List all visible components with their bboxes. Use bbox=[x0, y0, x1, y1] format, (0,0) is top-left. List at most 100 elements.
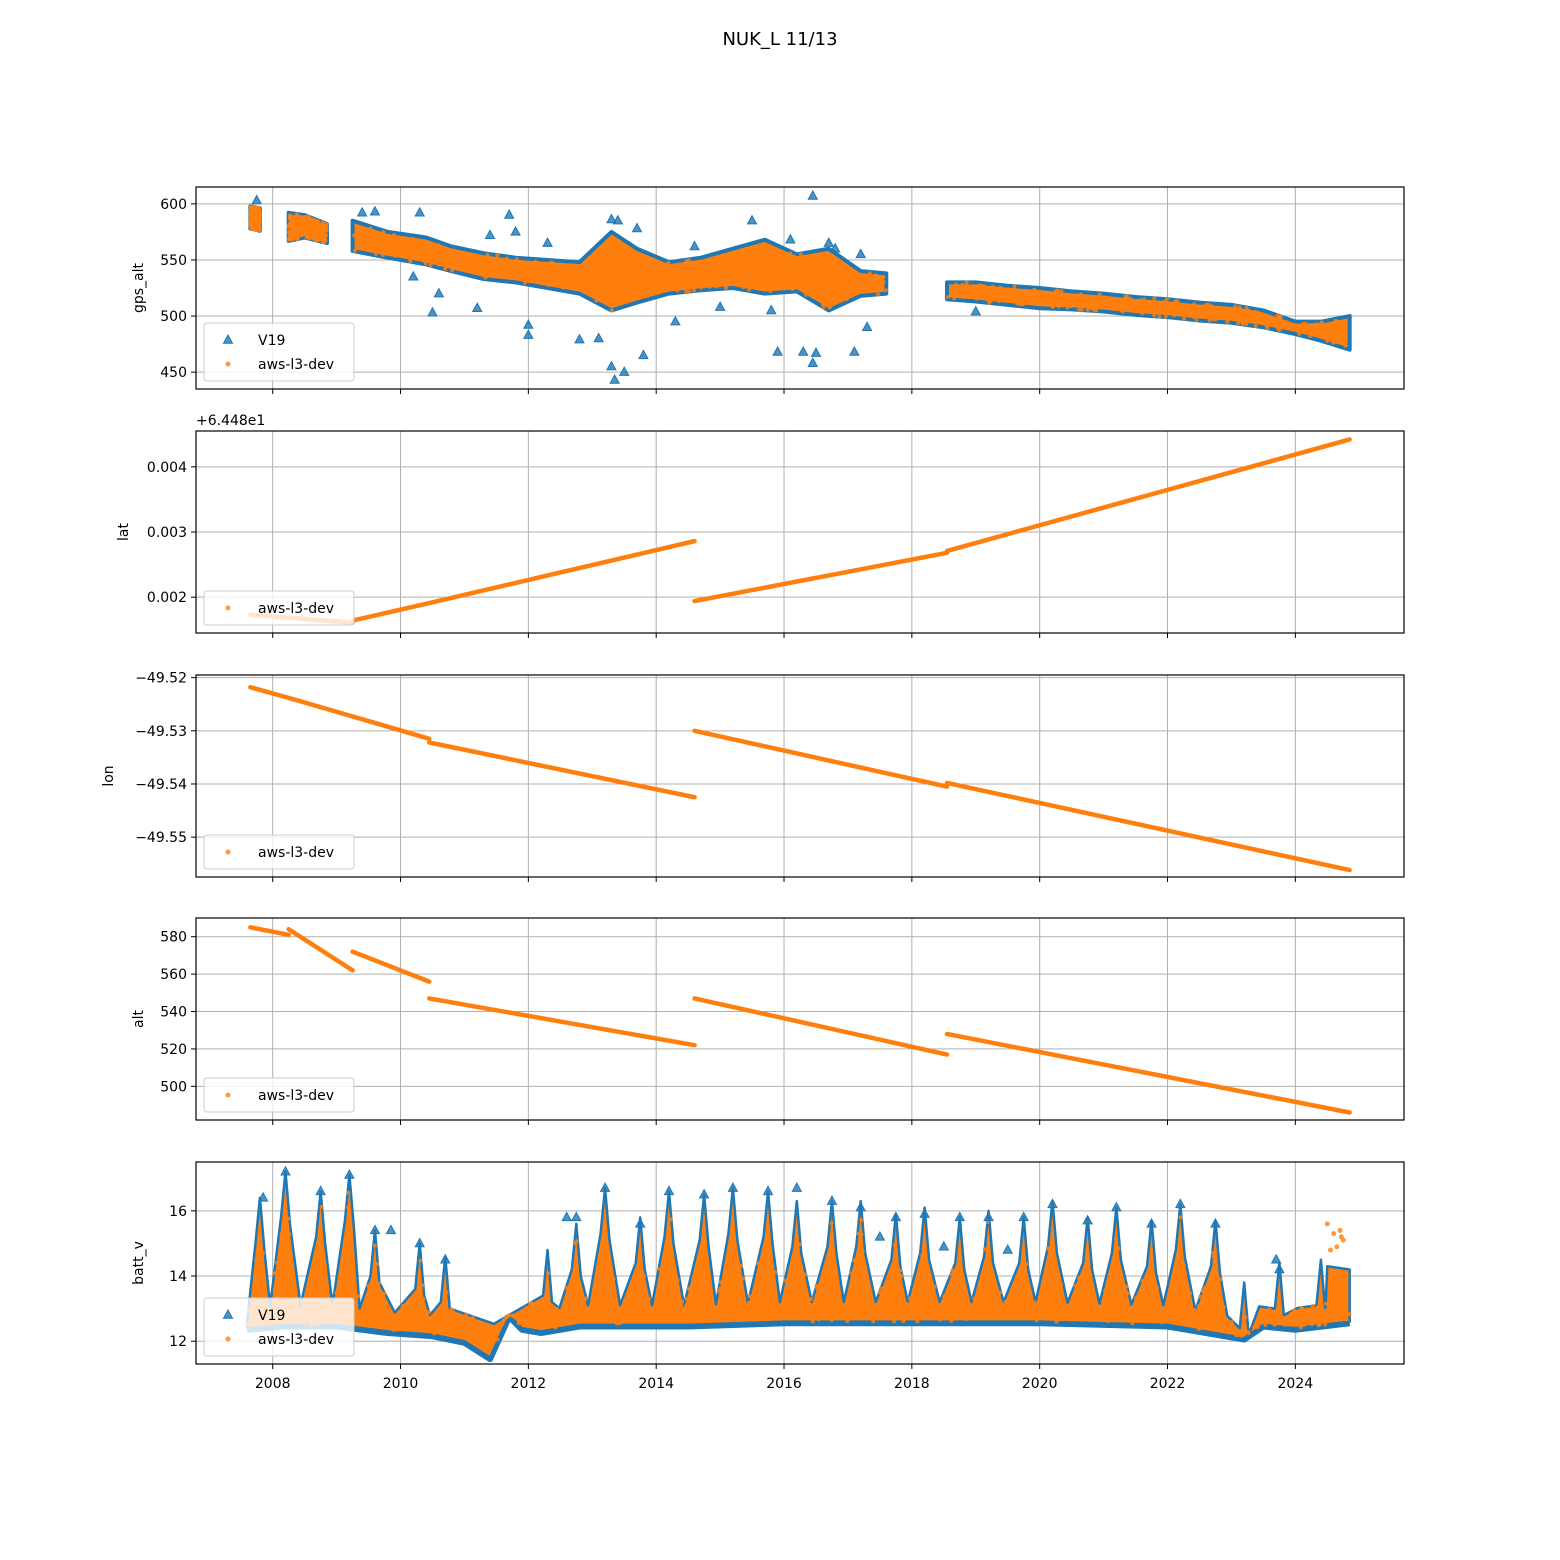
aws-l3-dev-point bbox=[1169, 1298, 1174, 1303]
plot-marks bbox=[248, 189, 1352, 384]
aws-l3-dev-point bbox=[777, 272, 782, 277]
aws-l3-dev-point bbox=[792, 254, 797, 259]
aws-l3-dev-point bbox=[516, 1321, 521, 1326]
aws-l3-dev-point bbox=[638, 295, 643, 300]
aws-l3-dev-point bbox=[1307, 1313, 1312, 1318]
aws-l3-dev-point bbox=[1134, 1318, 1139, 1323]
v19-point bbox=[561, 1211, 573, 1222]
aws-l3-dev-point bbox=[867, 271, 872, 276]
v19-point bbox=[765, 304, 777, 315]
v19-point bbox=[574, 333, 585, 344]
aws-l3-dev-point bbox=[1037, 296, 1042, 301]
v19-point bbox=[861, 321, 873, 332]
aws-l3-dev-point bbox=[345, 1270, 350, 1275]
aws-l3-dev-point bbox=[713, 1313, 718, 1318]
aws-l3-dev-point bbox=[806, 1313, 811, 1318]
aws-l3-dev-point bbox=[1299, 1306, 1304, 1311]
aws-l3-dev-point bbox=[1120, 1287, 1125, 1292]
v19-point bbox=[599, 1182, 611, 1192]
aws-l3-dev-point bbox=[729, 256, 734, 261]
aws-l3-dev-point bbox=[898, 1268, 903, 1273]
aws-l3-dev-point bbox=[1078, 292, 1083, 297]
aws-l3-dev-point bbox=[564, 1314, 569, 1319]
aws-l3-dev-point bbox=[1267, 1316, 1272, 1321]
aws-l3-dev-point bbox=[867, 276, 872, 281]
aws-l3-dev-point bbox=[938, 1317, 943, 1322]
legend: aws-l3-dev bbox=[203, 590, 355, 626]
aws-l3-dev-point bbox=[1022, 1289, 1027, 1294]
v19-point bbox=[570, 1211, 582, 1222]
aws-l3-dev-point bbox=[611, 1276, 616, 1281]
aws-l3-dev-point bbox=[426, 1310, 431, 1315]
aws-l3-dev-point bbox=[255, 213, 260, 218]
aws-l3-dev-point bbox=[835, 264, 840, 269]
subplots: 450500550600gps_altV19aws-l3-dev0.0020.0… bbox=[101, 186, 1405, 1392]
v19-point bbox=[1018, 1211, 1030, 1222]
aws-l3-dev-point bbox=[287, 223, 292, 228]
v19-point bbox=[618, 366, 630, 376]
aws-l3-dev-point bbox=[1007, 295, 1012, 300]
aws-l3-dev-point bbox=[1137, 1301, 1142, 1306]
aws-l3-dev-point bbox=[858, 285, 863, 290]
aws-l3-dev-point bbox=[645, 293, 650, 298]
aws-l3-dev-point bbox=[763, 1252, 768, 1257]
aws-l3-dev-point bbox=[765, 275, 770, 280]
aws-l3-dev-point bbox=[544, 1302, 549, 1307]
aws-l3-dev-point bbox=[1106, 1303, 1111, 1308]
aws-l3-dev-point bbox=[570, 276, 575, 281]
aws-l3-dev-point bbox=[272, 1287, 277, 1292]
aws-l3-dev-point bbox=[990, 1285, 995, 1290]
aws-l3-dev-point bbox=[428, 263, 433, 268]
aws-l3-dev-point bbox=[1089, 306, 1094, 311]
aws-l3-dev-point bbox=[1024, 1262, 1029, 1267]
aws-l3-dev-point bbox=[254, 227, 259, 232]
aws-l3-dev-point bbox=[553, 1325, 558, 1330]
aws-l3-dev-point bbox=[464, 1312, 469, 1317]
aws-l3-dev-point bbox=[675, 288, 680, 293]
aws-l3-dev-point bbox=[1133, 1296, 1138, 1301]
aws-l3-dev-point bbox=[1175, 299, 1180, 304]
v19-point bbox=[471, 302, 483, 312]
x-axis bbox=[272, 1120, 1296, 1125]
aws-l3-dev-point bbox=[738, 277, 743, 282]
x-tick-label: 2016 bbox=[766, 1376, 802, 1392]
aws-l3-dev-point bbox=[1008, 289, 1013, 294]
aws-l3-dev-point bbox=[1252, 1325, 1257, 1330]
aws-l3-dev-point bbox=[528, 1301, 533, 1306]
aws-l3-dev-point bbox=[907, 1296, 912, 1301]
aws-l3-dev-point bbox=[1249, 317, 1254, 322]
aws-l3-dev-point bbox=[675, 1278, 680, 1283]
aws-l3-dev-point bbox=[904, 1302, 909, 1307]
aws-l3-dev-point bbox=[1233, 304, 1238, 309]
aws-l3-dev-point bbox=[1268, 318, 1273, 323]
aws-l3-dev-point bbox=[873, 273, 878, 278]
aws-l3-dev-point bbox=[443, 266, 448, 271]
aws-l3-dev-point bbox=[387, 1318, 392, 1323]
aws-l3-dev-point bbox=[291, 223, 296, 228]
v19-point bbox=[727, 1182, 739, 1192]
aws-l3-dev-point bbox=[280, 1232, 285, 1237]
legend-label: aws-l3-dev bbox=[258, 601, 334, 617]
aws-l3-dev-point bbox=[881, 275, 886, 280]
y-tick-label: 0.002 bbox=[147, 590, 187, 606]
aws-l3-dev-point bbox=[274, 1260, 279, 1265]
aws-l3-dev-point bbox=[580, 286, 585, 291]
aws-l3-dev-point bbox=[1209, 312, 1214, 317]
aws-l3-dev-point bbox=[414, 238, 419, 243]
aws-l3-dev-point bbox=[1231, 317, 1236, 322]
v19-point bbox=[612, 214, 624, 225]
aws-l3-dev-point bbox=[454, 1333, 459, 1338]
aws-l3-dev-point bbox=[1183, 1288, 1188, 1293]
aws-l3-dev-point bbox=[1210, 317, 1215, 322]
aws-l3-dev-point bbox=[765, 251, 770, 256]
aws-l3-dev-point bbox=[670, 1266, 675, 1271]
aws-l3-dev-point bbox=[584, 1296, 589, 1301]
aws-l3-dev-point bbox=[584, 265, 589, 270]
aws-l3-dev-point bbox=[1152, 313, 1157, 318]
aws-l3-dev-point bbox=[462, 1315, 467, 1320]
aws-l3-dev-point bbox=[375, 1261, 380, 1266]
aws-l3-dev-point bbox=[741, 285, 746, 290]
aws-l3-dev-point bbox=[1086, 302, 1091, 307]
v19-point bbox=[1082, 1214, 1093, 1225]
